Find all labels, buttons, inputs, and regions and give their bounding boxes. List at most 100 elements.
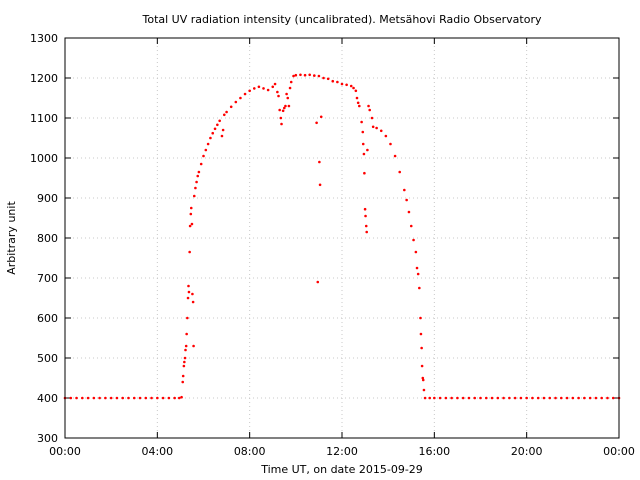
y-tick-label: 1200	[30, 72, 58, 85]
data-point	[292, 74, 295, 78]
data-point	[86, 396, 90, 400]
data-point	[75, 396, 78, 400]
data-point	[412, 238, 415, 242]
data-point	[167, 396, 171, 400]
data-point	[456, 396, 459, 400]
data-point	[262, 87, 265, 90]
data-point	[415, 266, 419, 270]
data-point	[127, 396, 130, 400]
data-point	[189, 212, 193, 216]
data-point	[379, 129, 383, 133]
data-point	[315, 121, 318, 125]
data-point	[361, 130, 365, 134]
data-point	[409, 224, 413, 228]
data-point	[248, 89, 251, 93]
x-tick-label: 08:00	[234, 445, 266, 458]
y-tick-label: 1100	[30, 112, 58, 125]
x-tick-label: 00:00	[49, 445, 81, 458]
data-point	[188, 224, 192, 228]
data-point	[202, 154, 205, 158]
data-point	[316, 280, 320, 284]
x-tick-label: 04:00	[141, 445, 173, 458]
y-tick-label: 500	[37, 352, 58, 365]
data-point	[322, 76, 325, 80]
data-point	[414, 250, 418, 254]
data-point	[484, 396, 488, 400]
data-point	[191, 292, 194, 296]
data-point	[195, 180, 198, 184]
data-point	[280, 122, 283, 126]
data-point	[420, 364, 424, 368]
plot-frame	[64, 37, 620, 439]
y-tick-label: 900	[37, 192, 58, 205]
data-point	[196, 174, 200, 178]
data-point	[184, 348, 187, 352]
data-point	[273, 82, 277, 86]
data-point	[490, 396, 494, 400]
data-point	[81, 396, 84, 400]
data-point	[234, 100, 238, 104]
data-point	[220, 134, 224, 138]
data-point	[216, 123, 219, 127]
data-point	[398, 170, 402, 174]
data-point	[192, 344, 195, 348]
y-tick-label: 600	[37, 312, 58, 325]
data-point	[405, 198, 408, 202]
data-point	[583, 396, 586, 400]
data-point	[559, 396, 563, 400]
data-point	[204, 148, 208, 152]
data-point	[252, 87, 256, 90]
data-point	[444, 396, 448, 400]
data-point	[536, 396, 540, 400]
y-tick-label: 800	[37, 232, 58, 245]
data-point	[109, 396, 113, 400]
chart-title: Total UV radiation intensity (uncalibrat…	[142, 13, 542, 26]
data-point	[363, 171, 366, 175]
data-point	[132, 396, 136, 400]
data-point	[364, 214, 367, 218]
data-point	[513, 396, 517, 400]
data-point	[433, 396, 436, 400]
data-point	[177, 396, 181, 400]
data-point	[375, 126, 378, 130]
data-point	[150, 396, 153, 400]
data-points	[63, 73, 621, 400]
data-point	[508, 396, 511, 400]
data-point	[419, 332, 423, 336]
data-point	[363, 207, 367, 211]
data-point	[393, 154, 397, 158]
data-point	[229, 105, 233, 109]
data-point	[407, 210, 411, 214]
data-point	[187, 284, 190, 288]
data-point	[279, 116, 283, 120]
data-point	[138, 396, 142, 400]
data-point	[364, 224, 368, 228]
data-point	[209, 136, 212, 140]
data-point	[531, 396, 534, 400]
data-point	[326, 77, 330, 81]
data-point	[144, 396, 148, 400]
axis-ticks	[64, 37, 620, 439]
data-point	[313, 74, 316, 77]
data-point	[194, 186, 197, 190]
data-point	[186, 296, 190, 300]
data-point	[199, 162, 203, 166]
data-point	[294, 73, 298, 77]
data-point	[284, 104, 287, 108]
data-point	[438, 396, 442, 400]
data-point	[419, 316, 422, 320]
data-point	[467, 396, 471, 400]
data-point	[276, 90, 279, 94]
data-point	[185, 332, 188, 336]
data-point	[221, 128, 225, 132]
data-point	[368, 108, 372, 112]
data-point	[183, 356, 187, 360]
data-point	[188, 250, 191, 254]
data-point	[600, 396, 603, 400]
data-point	[384, 134, 388, 138]
data-point	[121, 396, 125, 400]
data-point	[403, 188, 406, 192]
data-point	[606, 396, 609, 400]
